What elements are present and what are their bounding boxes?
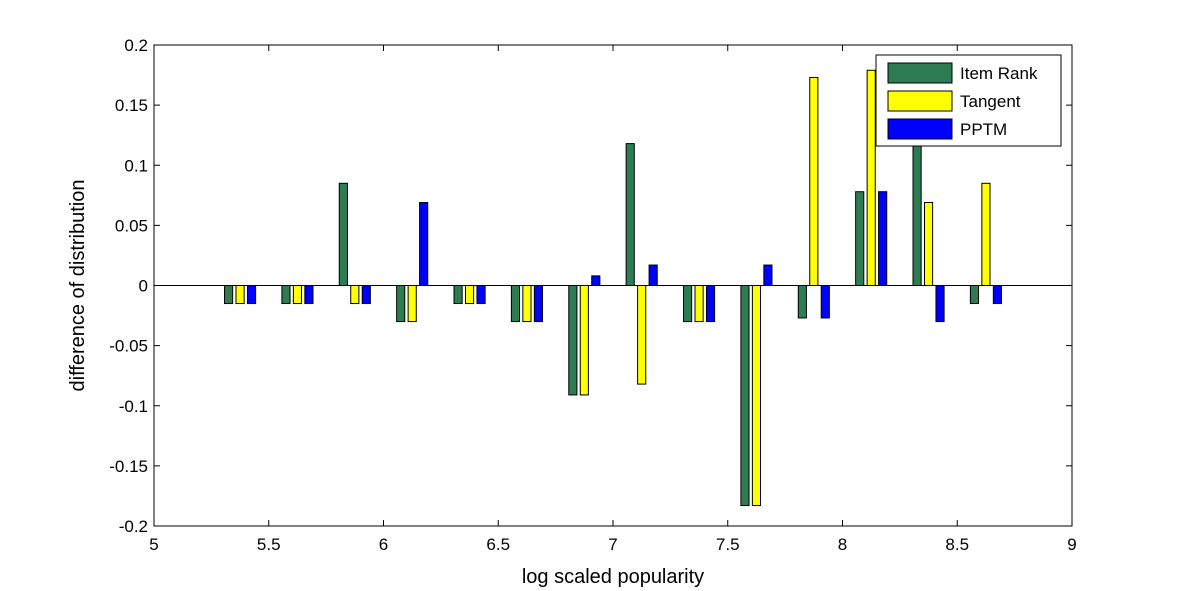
x-axis-ticks: 5 5.5 6 6.5 7 7.5 8 8.5 9: [149, 45, 1077, 554]
bars-layer: [224, 69, 1002, 507]
bar-item-rank-2: [338, 182, 348, 287]
bar-item-rank-8: [683, 285, 693, 323]
bar-pptm-8: [705, 285, 716, 323]
bar-item-rank-4: [453, 285, 463, 305]
bar-item-rank-13: [969, 285, 980, 305]
bar-pptm-10: [820, 285, 830, 319]
y-axis-ticks: 0.2 0.15 0.1 0.05 0 -0.05 -0.1 -0.15 -0.2: [109, 36, 1072, 536]
bar-tangent-7: [637, 285, 647, 385]
y-tick-label: -0.15: [109, 457, 148, 476]
bar-tangent-5: [522, 285, 532, 323]
y-axis-label: difference of distribution: [67, 180, 89, 392]
bar-pptm-13: [992, 285, 1002, 305]
bar-item-rank-6: [568, 285, 578, 396]
y-tick-label: -0.1: [119, 397, 148, 416]
bar-tangent-8: [694, 285, 704, 323]
legend-label: PPTM: [960, 120, 1007, 139]
x-tick-label: 6: [379, 535, 388, 554]
bar-item-rank-5: [510, 285, 521, 323]
bar-tangent-0: [235, 285, 245, 305]
bar-tangent-9: [751, 285, 762, 507]
bar-tangent-12: [923, 202, 934, 286]
bar-pptm-0: [246, 285, 257, 305]
bar-tangent-3: [407, 285, 417, 323]
y-tick-label: -0.2: [119, 517, 148, 536]
bar-item-rank-7: [625, 143, 635, 286]
x-tick-label: 7: [608, 535, 617, 554]
x-tick-label: 8.5: [945, 535, 969, 554]
x-tick-label: 5: [149, 535, 158, 554]
legend: Item Rank Tangent PPTM: [875, 54, 1062, 147]
legend-swatch: [887, 118, 953, 140]
bar-item-rank-0: [224, 285, 234, 305]
x-tick-label: 6.5: [486, 535, 510, 554]
x-tick-label: 9: [1067, 535, 1076, 554]
bar-pptm-5: [533, 285, 543, 323]
x-tick-label: 7.5: [716, 535, 740, 554]
y-tick-label: 0.1: [124, 156, 148, 175]
y-tick-label: 0: [139, 277, 148, 296]
bar-pptm-12: [935, 285, 945, 323]
bar-tangent-13: [981, 182, 991, 287]
bar-item-rank-9: [740, 285, 750, 507]
bar-tangent-11: [866, 69, 876, 286]
bar-pptm-7: [648, 264, 658, 286]
bar-item-rank-12: [912, 143, 922, 286]
y-tick-label: 0.2: [124, 36, 148, 55]
bar-pptm-9: [763, 264, 773, 286]
bar-tangent-6: [579, 285, 589, 396]
bar-tangent-4: [464, 285, 475, 305]
x-tick-label: 8: [838, 535, 847, 554]
bar-pptm-4: [476, 285, 486, 305]
legend-label: Tangent: [960, 92, 1021, 111]
y-tick-label: -0.05: [109, 337, 148, 356]
bar-tangent-10: [809, 76, 819, 286]
x-axis-label: log scaled popularity: [522, 566, 704, 588]
legend-swatch: [887, 90, 953, 112]
bar-item-rank-10: [797, 285, 807, 319]
bar-tangent-2: [350, 285, 360, 305]
y-tick-label: 0.15: [115, 96, 148, 115]
bar-item-rank-11: [855, 191, 865, 286]
bar-tangent-1: [292, 285, 303, 305]
legend-label: Item Rank: [960, 64, 1038, 83]
y-tick-label: 0.05: [115, 216, 148, 235]
bar-pptm-6: [591, 275, 601, 287]
bar-pptm-2: [361, 285, 371, 305]
legend-swatch: [887, 62, 953, 84]
bar-item-rank-3: [396, 285, 406, 323]
bar-pptm-1: [304, 285, 314, 305]
x-tick-label: 5.5: [257, 535, 281, 554]
bar-pptm-11: [878, 191, 888, 286]
bar-pptm-3: [419, 202, 429, 286]
bar-item-rank-1: [281, 285, 291, 305]
